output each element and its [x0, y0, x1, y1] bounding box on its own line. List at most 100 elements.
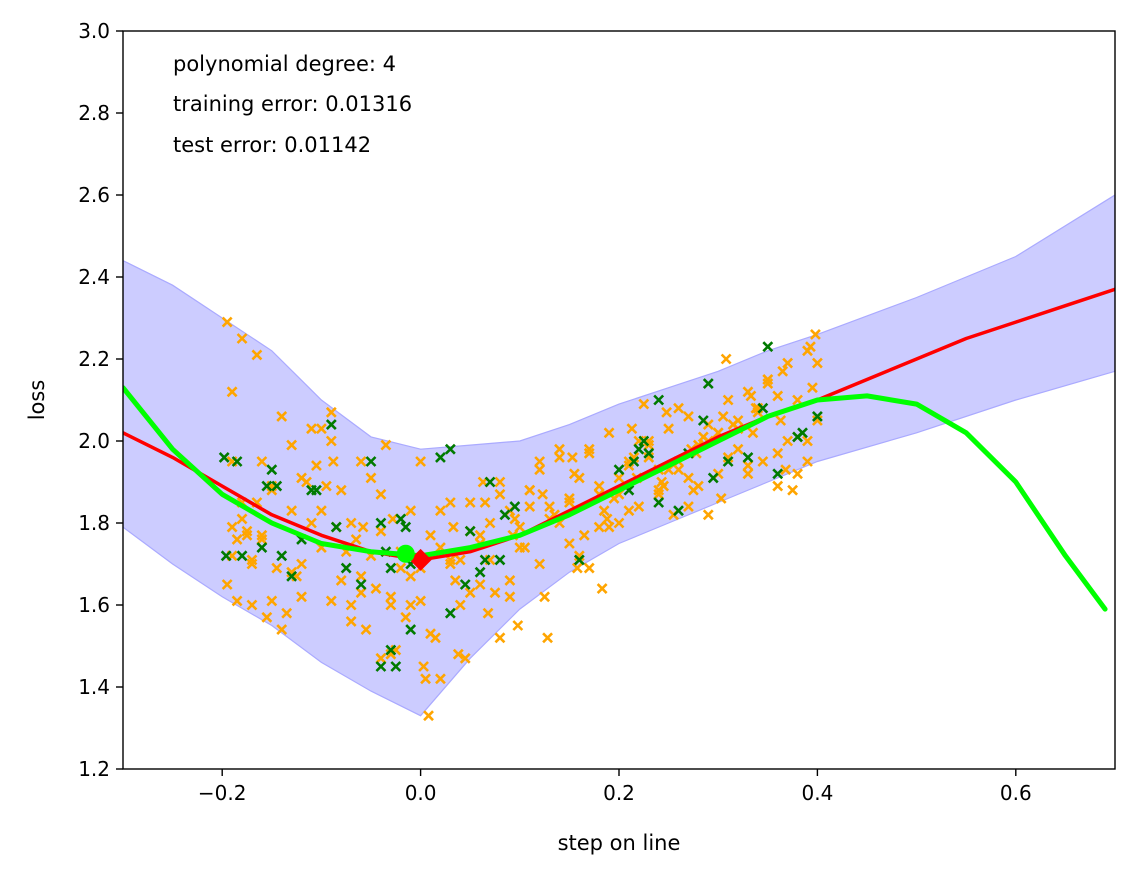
- scatter-point: [628, 456, 640, 467]
- scatter-point: [524, 501, 536, 513]
- scatter-point: [583, 443, 595, 455]
- scatter-point: [220, 550, 232, 562]
- scatter-point: [514, 521, 526, 533]
- scatter-point: [509, 513, 521, 525]
- scatter-point: [387, 513, 399, 525]
- scatter-point: [722, 456, 734, 467]
- scatter-point: [544, 501, 555, 513]
- scatter-points: [218, 316, 823, 722]
- scatter-point: [271, 562, 283, 574]
- annotation-training-error: training error: 0.01316: [173, 92, 412, 116]
- scatter-point: [772, 447, 784, 459]
- scatter-point: [643, 451, 655, 463]
- scatter-point: [534, 456, 546, 467]
- scatter-point: [355, 579, 367, 590]
- scatter-point: [246, 599, 258, 611]
- scatter-point: [720, 353, 732, 365]
- scatter-point: [504, 574, 516, 586]
- scatter-point: [613, 472, 625, 484]
- x-tick-label: 0.6: [1000, 781, 1032, 805]
- green-fit-curve: [123, 385, 1108, 612]
- scatter-point: [811, 357, 823, 369]
- scatter-point: [435, 673, 446, 685]
- confidence-band: [123, 194, 1115, 717]
- scatter-point: [792, 468, 803, 480]
- scatter-point: [335, 484, 347, 496]
- scatter-point: [430, 632, 441, 644]
- scatter-point: [638, 435, 650, 447]
- scatter-point: [454, 554, 466, 566]
- scatter-point: [271, 480, 283, 492]
- scatter-point: [661, 406, 673, 418]
- x-axis-ticks: −0.2 0.0 0.2 0.4 0.6: [198, 769, 1032, 805]
- scatter-point: [593, 480, 605, 492]
- confidence-band-area: [123, 194, 1115, 717]
- y-tick-label: 1.6: [78, 593, 110, 617]
- scatter-point: [554, 443, 565, 455]
- scatter-point: [345, 615, 357, 627]
- scatter-point: [568, 468, 580, 480]
- scatter-point: [231, 456, 243, 467]
- scatter-point: [266, 464, 278, 476]
- scatter-point: [350, 533, 362, 545]
- scatter-point: [296, 591, 307, 603]
- scatter-point: [683, 472, 694, 484]
- scatter-point: [613, 464, 625, 476]
- scatter-point: [563, 497, 575, 508]
- scatter-point: [613, 517, 625, 529]
- scatter-point: [325, 595, 337, 607]
- scatter-point: [603, 521, 615, 533]
- scatter-point: [633, 443, 645, 455]
- scatter-point: [296, 558, 307, 570]
- scatter-point: [474, 566, 486, 578]
- scatter-point: [236, 513, 248, 525]
- scatter-point: [512, 620, 524, 631]
- scatter-point: [519, 542, 531, 554]
- scatter-point: [596, 583, 608, 595]
- scatter-point: [385, 562, 397, 574]
- red-minimum-marker: [409, 548, 432, 571]
- scatter-point: [454, 599, 466, 611]
- scatter-point: [306, 423, 317, 435]
- scatter-point: [702, 378, 714, 390]
- scatter-point: [722, 394, 734, 406]
- scatter-point: [286, 505, 298, 517]
- scatter-point: [762, 378, 774, 390]
- scatter-point: [360, 624, 372, 636]
- scatter-point: [742, 460, 754, 472]
- x-tick-label: 0.2: [603, 781, 635, 805]
- scatter-point: [395, 562, 407, 574]
- scatter-point: [380, 439, 392, 451]
- scatter-point: [802, 435, 813, 447]
- scatter-point: [246, 554, 258, 566]
- scatter-point: [375, 517, 387, 529]
- scatter-point: [484, 517, 496, 529]
- scatter-point: [603, 427, 615, 439]
- scatter-point: [405, 599, 417, 611]
- scatter-point: [537, 488, 549, 500]
- scatter-point: [256, 542, 268, 554]
- scatter-point: [286, 570, 298, 582]
- scatter-point: [573, 554, 585, 566]
- scatter-point: [355, 587, 367, 599]
- y-tick-label: 2.0: [78, 429, 110, 453]
- scatter-point: [772, 390, 784, 402]
- scatter-point: [459, 652, 471, 664]
- scatter-point: [459, 579, 471, 590]
- scatter-point: [762, 341, 774, 353]
- scatter-point: [256, 529, 268, 541]
- scatter-point: [697, 415, 709, 426]
- scatter-point: [405, 624, 417, 636]
- scatter-point: [464, 497, 476, 508]
- scatter-point: [811, 415, 823, 426]
- scatter-point: [390, 661, 402, 672]
- scatter-point: [683, 501, 694, 513]
- scatter-point: [687, 484, 699, 496]
- scatter-point: [306, 517, 317, 529]
- scatter-point: [554, 451, 565, 463]
- scatter-point: [805, 341, 816, 353]
- scatter-point: [777, 365, 789, 377]
- scatter-point: [311, 460, 322, 472]
- scatter-point: [707, 472, 719, 484]
- scatter-point: [464, 525, 476, 537]
